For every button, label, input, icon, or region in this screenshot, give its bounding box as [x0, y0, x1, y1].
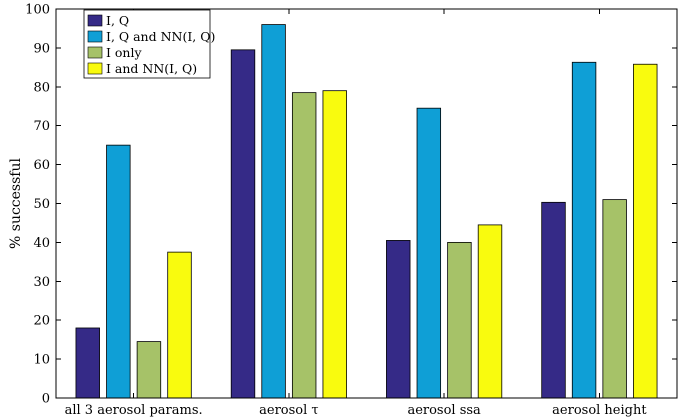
bar-series2-cat3 — [602, 199, 627, 399]
y-tick-label-0: 0 — [42, 392, 50, 407]
y-axis-label: % successful — [8, 157, 24, 248]
y-tick-label-6: 60 — [33, 158, 50, 173]
legend-label-1: I, Q and NN(I, Q) — [106, 29, 215, 44]
legend-swatch-3 — [87, 62, 103, 75]
y-tick-label-2: 20 — [33, 314, 50, 329]
y-tick-label-7: 70 — [33, 119, 50, 134]
bar-series0-cat0 — [75, 327, 100, 399]
bar-series2-cat0 — [136, 341, 162, 399]
legend-box — [83, 9, 211, 79]
x-category-label-1: aerosol τ — [259, 403, 318, 418]
y-tick-label-5: 50 — [33, 197, 50, 212]
legend-label-0: I, Q — [106, 13, 129, 28]
bar-series0-cat2 — [386, 240, 411, 399]
y-tick-label-8: 80 — [33, 80, 50, 95]
x-category-label-0: all 3 aerosol params. — [65, 403, 203, 418]
legend-label-3: I and NN(I, Q) — [106, 61, 197, 76]
bar-series2-cat1 — [291, 92, 317, 399]
bar-series3-cat1 — [322, 90, 347, 399]
y-tick-label-3: 30 — [33, 275, 50, 290]
bar-series1-cat1 — [261, 24, 286, 399]
x-category-label-3: aerosol height — [552, 403, 647, 418]
bar-series3-cat2 — [477, 224, 503, 399]
y-tick-label-9: 90 — [33, 41, 50, 56]
legend-swatch-2 — [87, 46, 103, 59]
axes-group: 0 10 20 30 40 50 60 70 80 90 100 all 3 aerosol para… — [25, 3, 678, 418]
y-tick-label-1: 10 — [33, 353, 50, 368]
bar-series1-cat0 — [106, 144, 131, 399]
bar-series0-cat3 — [541, 201, 566, 399]
legend-label-2: I only — [106, 45, 142, 60]
bar-series1-cat3 — [571, 61, 597, 399]
bar-series3-cat3 — [633, 63, 658, 399]
bar-series2-cat2 — [447, 241, 472, 399]
y-tick-label-10: 100 — [25, 3, 50, 18]
bar-series3-cat0 — [167, 251, 192, 399]
legend-swatch-0 — [87, 14, 103, 27]
x-category-label-2: aerosol ssa — [407, 403, 481, 418]
legend-swatch-1 — [87, 30, 103, 43]
bar-series0-cat1 — [230, 49, 256, 399]
y-tick-label-4: 40 — [33, 236, 50, 251]
bar-series1-cat2 — [416, 107, 442, 399]
bars-group — [75, 24, 658, 399]
